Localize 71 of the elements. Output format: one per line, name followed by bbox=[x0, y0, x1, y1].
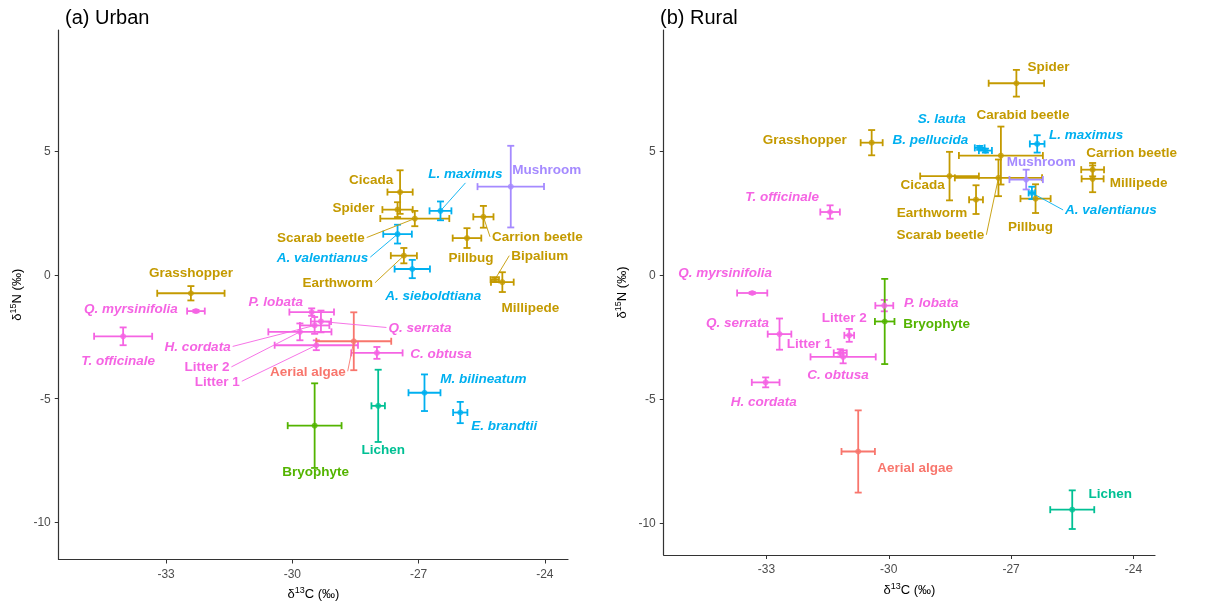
annotation: A. valentianus bbox=[1064, 202, 1158, 218]
y-tick-label: -10 bbox=[33, 515, 52, 530]
y-tick-label: 0 bbox=[649, 268, 657, 283]
annotation: Earthworm bbox=[896, 205, 968, 221]
x-tick-label: -30 bbox=[283, 566, 302, 581]
annotation: Q. serrata bbox=[706, 314, 770, 330]
annotation: Pillbug bbox=[448, 249, 494, 265]
annotation: B. pellucida bbox=[892, 132, 969, 148]
annotation: Aerial algae bbox=[269, 363, 347, 379]
y-tick-label: 0 bbox=[44, 267, 52, 282]
annotation: Mushroom bbox=[1006, 154, 1076, 170]
annotation: H. cordata bbox=[730, 393, 798, 409]
y-tick-label: -10 bbox=[638, 515, 657, 530]
annotation: Carrion beetle bbox=[492, 229, 584, 245]
x-tick-label: -24 bbox=[1124, 562, 1143, 576]
annotation: E. brandtii bbox=[471, 418, 538, 434]
annotation: Spider bbox=[1027, 58, 1071, 74]
annotation: Bryophyte bbox=[282, 464, 350, 480]
x-tick-label: -30 bbox=[880, 562, 898, 576]
annotation: T. officinale bbox=[745, 188, 820, 204]
y-tick-label: -5 bbox=[40, 391, 52, 406]
annotation: H. cordata bbox=[164, 338, 232, 354]
annotation: L. maximus bbox=[428, 166, 504, 182]
annotation: Litter 1 bbox=[786, 336, 833, 352]
annotation: Q. serrata bbox=[388, 319, 452, 335]
annotation: Litter 1 bbox=[194, 373, 241, 389]
annotation: Bipalium bbox=[511, 248, 569, 264]
chart-title: (a) Urban bbox=[65, 6, 150, 28]
annotation: T. officinale bbox=[81, 352, 156, 368]
x-tick-label: -27 bbox=[1002, 562, 1021, 576]
annotation: Grasshopper bbox=[148, 264, 234, 280]
annotation: A. valentianus bbox=[275, 249, 369, 265]
annotation: Cicada bbox=[900, 176, 946, 192]
annotation: Lichen bbox=[1088, 486, 1132, 502]
y-tick-label: 5 bbox=[649, 144, 657, 159]
annotation: A. sieboldtiana bbox=[384, 287, 482, 303]
annotation: P. lobata bbox=[904, 295, 960, 311]
annotation: Q. myrsinifolia bbox=[84, 300, 179, 316]
annotation: Millipede bbox=[1109, 175, 1168, 191]
annotation: Q. myrsinifolia bbox=[678, 265, 773, 281]
annotation: Spider bbox=[332, 200, 376, 216]
annotation: Carabid beetle bbox=[976, 107, 1070, 123]
y-axis-title: δ15N (‰) bbox=[7, 268, 24, 321]
annotation: Bryophyte bbox=[903, 315, 971, 331]
annotation: M. bilineatum bbox=[440, 371, 527, 387]
annotation: C. obtusa bbox=[807, 367, 870, 383]
annotation: S. lauta bbox=[917, 111, 967, 127]
annotation: Millipede bbox=[501, 299, 560, 315]
annotation: Scarab beetle bbox=[276, 230, 366, 246]
annotation: Pillbug bbox=[1008, 219, 1054, 235]
annotation: Carrion beetle bbox=[1086, 145, 1178, 161]
y-axis-title: δ15N (‰) bbox=[612, 266, 629, 319]
annotation: C. obtusa bbox=[410, 346, 473, 362]
annotation: Mushroom bbox=[512, 162, 582, 178]
x-tick-label: -24 bbox=[536, 566, 554, 581]
annotation: Aerial algae bbox=[877, 459, 954, 475]
annotation: Litter 2 bbox=[184, 359, 230, 375]
y-tick-label: -5 bbox=[645, 391, 657, 406]
x-tick-label: -33 bbox=[757, 562, 776, 576]
y-tick-label: 5 bbox=[44, 144, 52, 159]
annotation: Litter 2 bbox=[821, 309, 867, 325]
annotation: P. lobata bbox=[248, 293, 304, 309]
annotation: Lichen bbox=[361, 442, 405, 458]
annotation: Earthworm bbox=[302, 275, 374, 291]
annotation: Grasshopper bbox=[762, 132, 848, 148]
annotation: Scarab beetle bbox=[896, 227, 985, 243]
chart-title: (b) Rural bbox=[660, 6, 738, 28]
annotation: Cicada bbox=[348, 171, 394, 187]
x-tick-label: -27 bbox=[409, 566, 428, 581]
x-tick-label: -33 bbox=[157, 566, 176, 581]
annotation: L. maximus bbox=[1049, 127, 1124, 143]
